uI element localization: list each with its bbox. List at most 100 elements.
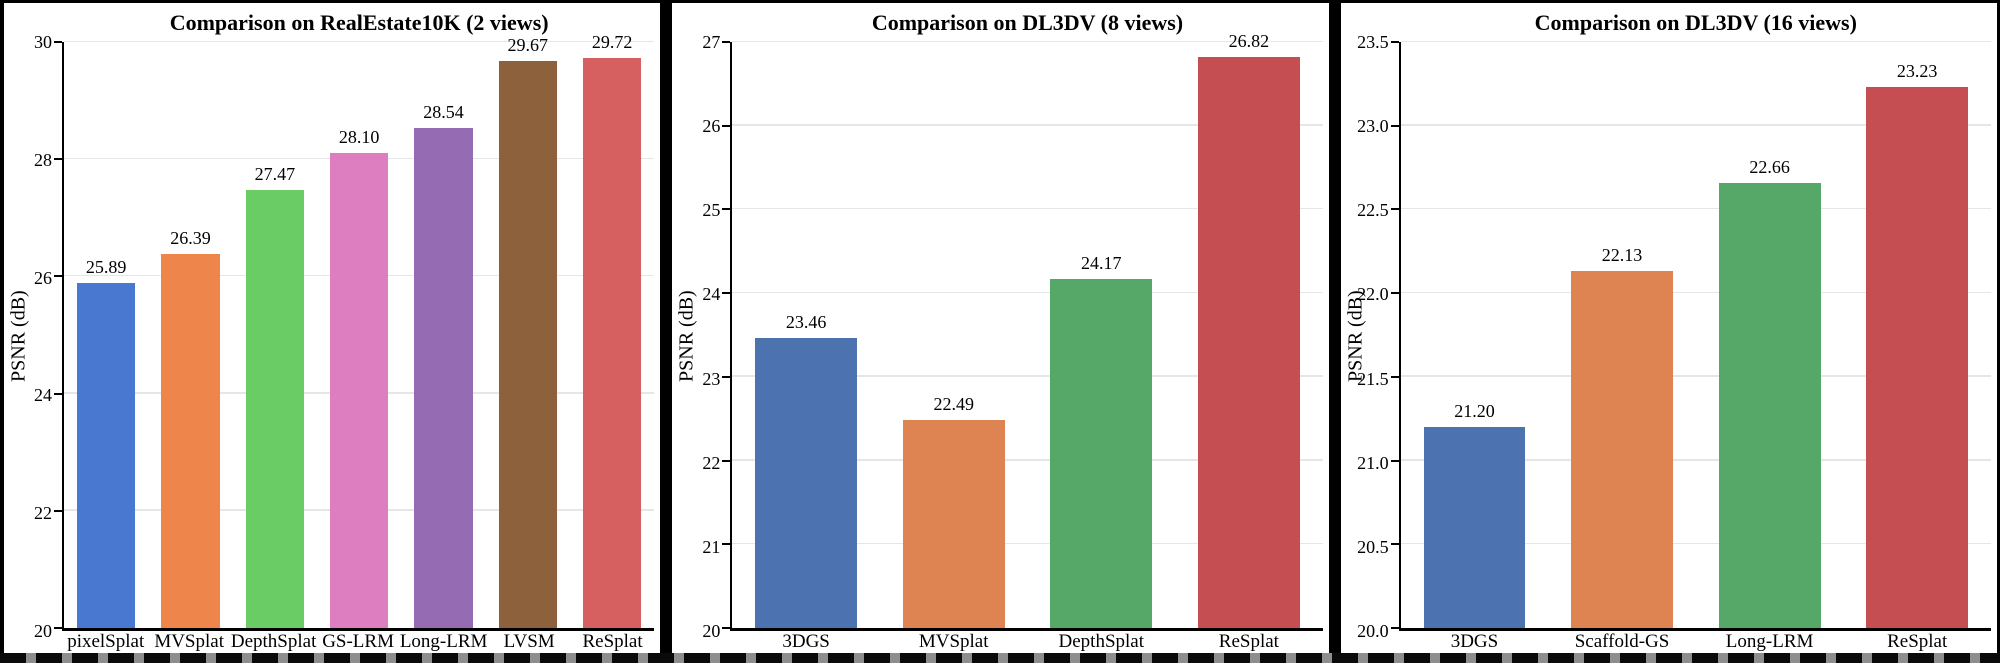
y-tick-mark xyxy=(54,275,62,278)
gridline xyxy=(732,459,1323,461)
bar-value-label: 21.20 xyxy=(1454,401,1495,422)
y-tick-mark xyxy=(722,124,731,127)
y-tick-mark xyxy=(722,627,731,629)
y-tick-label: 21 xyxy=(702,536,721,557)
y-tick-mark xyxy=(1390,459,1399,462)
bar-value-label: 29.72 xyxy=(591,32,633,53)
y-tick-mark xyxy=(722,543,731,546)
y-tick-mark xyxy=(1390,627,1399,629)
y-tick-label: 26 xyxy=(34,267,52,288)
gridline xyxy=(732,124,1323,126)
y-tick-label: 26 xyxy=(702,116,721,137)
bar-Scaffold-GS xyxy=(1571,271,1673,628)
gridline xyxy=(1400,291,1991,294)
x-tick-label: pixelSplat xyxy=(67,631,145,652)
bar-slot: 28.10 xyxy=(317,42,401,628)
chart-title: Comparison on DL3DV (16 views) xyxy=(1534,9,1857,35)
bar-DepthSplat xyxy=(245,190,304,628)
y-tick-label: 24 xyxy=(702,284,721,305)
y-tick-labels: 20 22 24 26 28 30 xyxy=(6,32,62,641)
bar-value-label: 28.54 xyxy=(423,101,464,122)
bar-slot: 24.17 xyxy=(1027,42,1175,628)
chart-body: PSNR (dB) 20.0 20.5 21.0 21.5 22.0 22.5 23.0 23… xyxy=(1341,32,1997,641)
bar-slot: 21.20 xyxy=(1401,42,1549,628)
bar-slot: 26.39 xyxy=(148,42,232,628)
bar-3DGS xyxy=(755,338,858,628)
gridline xyxy=(1400,459,1991,461)
y-tick-mark xyxy=(1390,124,1399,127)
bar-pixelSplat xyxy=(77,282,136,628)
bar-value-label: 25.89 xyxy=(85,256,127,277)
x-tick-label: MVSplat xyxy=(918,631,989,652)
gridline xyxy=(1400,40,1991,42)
y-tick-label: 30 xyxy=(34,32,52,52)
y-tick-label: 23.0 xyxy=(1357,116,1389,137)
bar-slot: 23.23 xyxy=(1843,42,1991,628)
x-tick-label: Long-LRM xyxy=(399,631,488,652)
bar-slot: 29.72 xyxy=(570,32,654,628)
bar-slot: 28.54 xyxy=(401,42,485,628)
plot-area: 21.20 22.13 22.66 23.23 xyxy=(1390,40,1991,631)
x-tick-label: LVSM xyxy=(503,631,555,652)
y-tick-mark xyxy=(54,158,62,161)
x-axis-labels: 3DGS Scaffold-GS Long-LRM ReSplat xyxy=(1401,631,1991,653)
bar-value-label: 22.66 xyxy=(1749,156,1790,177)
y-tick-label: 25 xyxy=(702,200,721,221)
plot-area: 23.46 22.49 24.17 26.82 xyxy=(722,31,1323,631)
y-tick-label: 20.5 xyxy=(1357,536,1389,557)
y-tick-label: 22.0 xyxy=(1357,284,1389,305)
panel-divider xyxy=(660,3,673,653)
y-tick-mark xyxy=(54,509,62,512)
y-tick-labels: 20 21 22 23 24 25 26 27 xyxy=(674,32,730,641)
panel-divider xyxy=(1328,3,1341,653)
gridline xyxy=(732,40,1323,42)
y-tick-mark xyxy=(1390,375,1399,378)
chart-title: Comparison on RealEstate10K (2 views) xyxy=(169,9,549,35)
bar-value-label: 24.17 xyxy=(1081,252,1122,273)
y-tick-mark xyxy=(1390,292,1399,295)
y-tick-label: 21.0 xyxy=(1357,452,1389,473)
bars: 25.89 26.39 27.47 28.10 28.54 29.67 29.72 xyxy=(64,32,654,628)
bar-DepthSplat xyxy=(1050,278,1153,628)
bar-slot: 25.89 xyxy=(64,42,148,628)
bar-value-label: 22.13 xyxy=(1601,245,1643,266)
bar-slot: 27.47 xyxy=(233,42,317,628)
x-axis-labels: pixelSplat MVSplat DepthSplat GS-LRM Long-LR… xyxy=(64,631,654,653)
y-tick-mark xyxy=(722,375,731,378)
y-tick-label: 20 xyxy=(702,621,721,641)
chart-panel-dl3dv-8views: Comparison on DL3DV (8 views) PSNR (dB) … xyxy=(672,3,1329,653)
y-tick-labels: 20.0 20.5 21.0 21.5 22.0 22.5 23.0 23.5 xyxy=(1343,32,1399,641)
y-tick-mark xyxy=(722,41,731,43)
gridline xyxy=(64,40,655,42)
bar-ReSplat xyxy=(1197,57,1300,628)
gridline xyxy=(732,207,1323,210)
bar-value-label: 26.82 xyxy=(1228,31,1270,52)
bar-value-label: 23.46 xyxy=(785,312,827,333)
bars: 21.20 22.13 22.66 23.23 xyxy=(1401,42,1991,628)
y-tick-mark xyxy=(722,459,731,462)
x-tick-label: Long-LRM xyxy=(1725,631,1814,652)
y-tick-label: 23 xyxy=(702,368,721,389)
y-tick-mark xyxy=(722,292,731,295)
x-tick-label: Scaffold-GS xyxy=(1574,631,1670,652)
x-tick-label: 3DGS xyxy=(1450,631,1499,652)
gridline xyxy=(1400,375,1991,377)
y-tick-mark xyxy=(1390,543,1399,546)
bar-value-label: 28.10 xyxy=(338,127,380,148)
y-axis-gutter: PSNR (dB) 20.0 20.5 21.0 21.5 22.0 22.5 23.0 23… xyxy=(1341,32,1399,641)
y-tick-label: 21.5 xyxy=(1357,368,1389,389)
y-tick-label: 24 xyxy=(34,385,52,406)
chart-panel-dl3dv-16views: Comparison on DL3DV (16 views) PSNR (dB)… xyxy=(1340,3,1997,653)
chart-body: PSNR (dB) 20 21 22 23 24 25 26 27 23.46 22.49 24.… xyxy=(672,31,1328,641)
bar-slot: 23.46 xyxy=(732,42,880,628)
bar-value-label: 22.49 xyxy=(933,393,974,414)
y-tick-mark xyxy=(54,392,62,395)
y-tick-label: 28 xyxy=(34,149,52,170)
x-tick-label: ReSplat xyxy=(582,631,643,652)
x-tick-label: ReSplat xyxy=(1218,631,1279,652)
bar-3DGS xyxy=(1423,427,1526,628)
y-tick-mark xyxy=(722,208,731,211)
gridline xyxy=(732,291,1323,294)
bar-value-label: 23.23 xyxy=(1896,61,1938,82)
